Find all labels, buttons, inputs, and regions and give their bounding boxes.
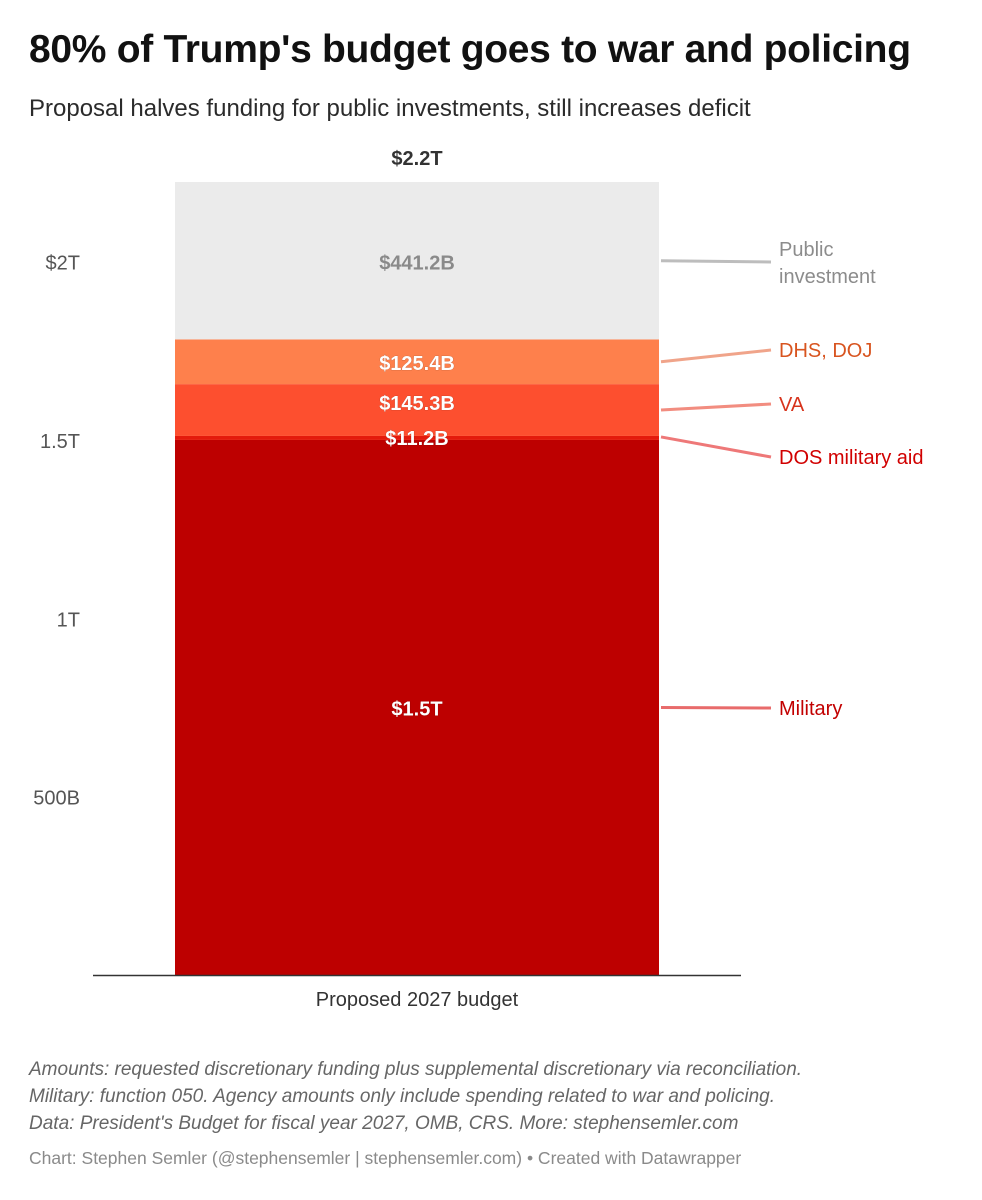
legend-connector-dhs-doj [660,348,772,364]
bar-segment-military [175,439,659,975]
value-label-dos-military-aid: $11.2B [385,428,448,450]
legend-label-military: Military [779,698,842,720]
legend-label-public-investment: Public investment [779,239,876,288]
total-value-label: $2.2T [391,148,442,170]
y-tick-label-2t: $2T [46,253,80,275]
legend-label-dos-military-aid: DOS military aid [779,447,923,469]
bar-segment-public-investment [175,182,659,340]
bar-segment-dos-military-aid [175,435,659,440]
x-category-label: Proposed 2027 budget [316,989,519,1011]
bar-segment-va [175,384,659,436]
note-line-3: Data: President's Budget for fiscal year… [29,1113,739,1134]
chart-subtitle: Proposal halves funding for public inves… [29,95,751,122]
y-tick-label-500b: 500B [33,788,80,810]
y-tick-label-1t: 1T [57,609,80,631]
chart-title: 80% of Trump's budget goes to war and po… [29,28,911,71]
legend-connector-dos-military-aid [660,435,772,459]
legend-label-dhs-doj: DHS, DOJ [779,340,872,362]
value-label-public-investment: $441.2B [379,253,455,275]
value-label-dhs-doj: $125.4B [379,353,455,375]
y-tick-label-15t: 1.5T [40,431,80,453]
note-line-1: Amounts: requested discretionary funding… [29,1059,803,1080]
value-label-va: $145.3B [379,393,455,415]
chart-credit: Chart: Stephen Semler (@stephensemler | … [29,1148,742,1168]
legend-label-va: VA [779,394,805,416]
bar-segment-dhs-doj [175,339,659,385]
legend-connector-public-investment [660,259,772,264]
legend-connector-military [660,705,772,710]
legend-connector-va [660,402,772,412]
note-line-2: Military: function 050. Agency amounts o… [29,1086,776,1107]
value-label-military: $1.5T [391,698,442,720]
chart-notes: Amounts: requested discretionary funding… [29,1056,802,1137]
